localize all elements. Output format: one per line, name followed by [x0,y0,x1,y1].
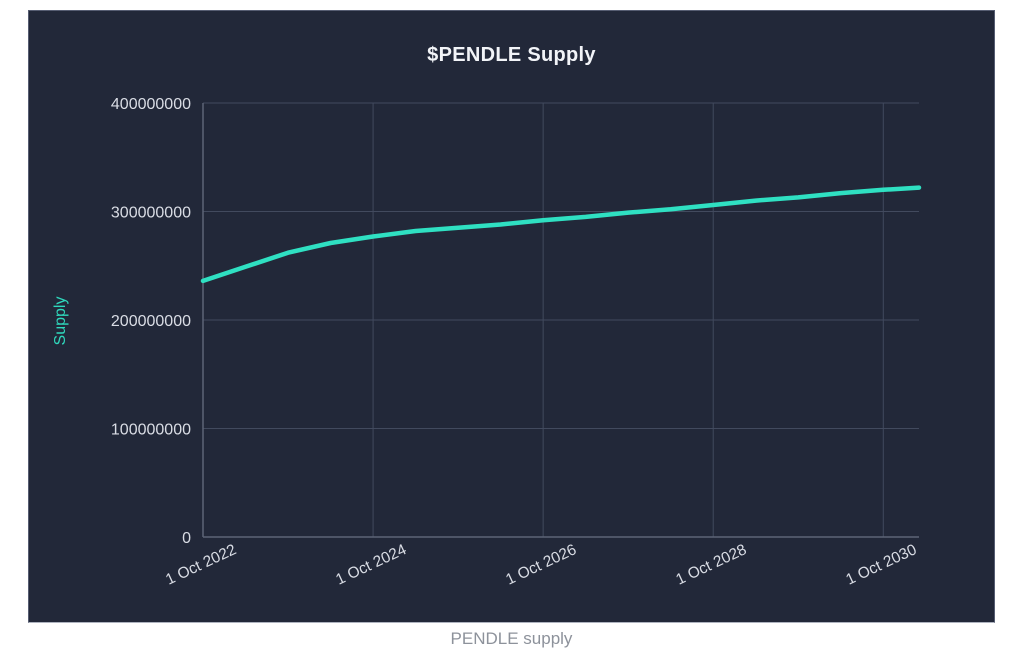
chart-caption: PENDLE supply [450,629,573,648]
x-tick-label: 1 Oct 2026 [503,541,579,588]
x-tick-label: 1 Oct 2024 [333,541,409,589]
x-tick-label: 1 Oct 2028 [673,541,749,588]
chart-title: $PENDLE Supply [427,44,596,66]
y-axis-title: Supply [52,296,69,346]
y-tick-label: 400000000 [111,96,191,113]
chart-panel: $PENDLE Supply 0 100000000 200000000 300000… [28,10,995,623]
supply-line-chart: 0 100000000 200000000 300000000 400000000 1 O… [111,96,922,589]
y-tick-label: 200000000 [111,313,191,330]
y-tick-label: 0 [182,530,191,547]
supply-line [200,185,922,284]
x-tick-label: 1 Oct 2030 [843,541,919,589]
y-tick-label: 300000000 [111,205,191,222]
y-tick-label: 100000000 [111,422,191,439]
x-tick-label: 1 Oct 2022 [163,541,239,588]
